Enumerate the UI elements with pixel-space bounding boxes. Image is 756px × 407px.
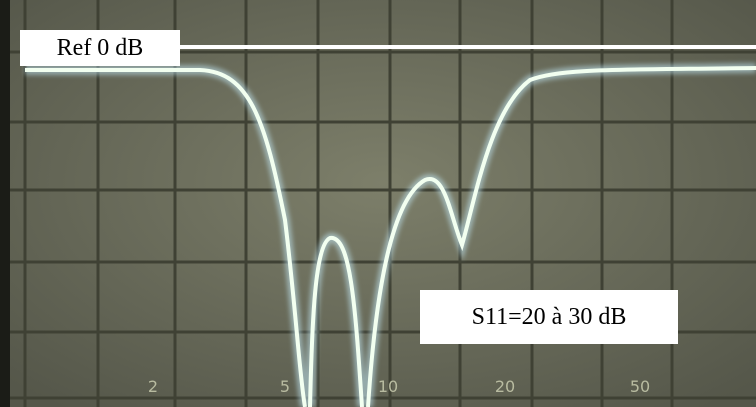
reference-label: Ref 0 dB <box>20 30 180 66</box>
axis-label: 2 <box>148 377 158 396</box>
axis-label: 20 <box>495 377 515 396</box>
axis-label: 5 <box>280 377 290 396</box>
s11-label: S11=20 à 30 dB <box>420 290 678 344</box>
trace <box>25 63 756 407</box>
axis-label: 50 <box>630 377 650 396</box>
axis-label: 10 <box>378 377 398 396</box>
